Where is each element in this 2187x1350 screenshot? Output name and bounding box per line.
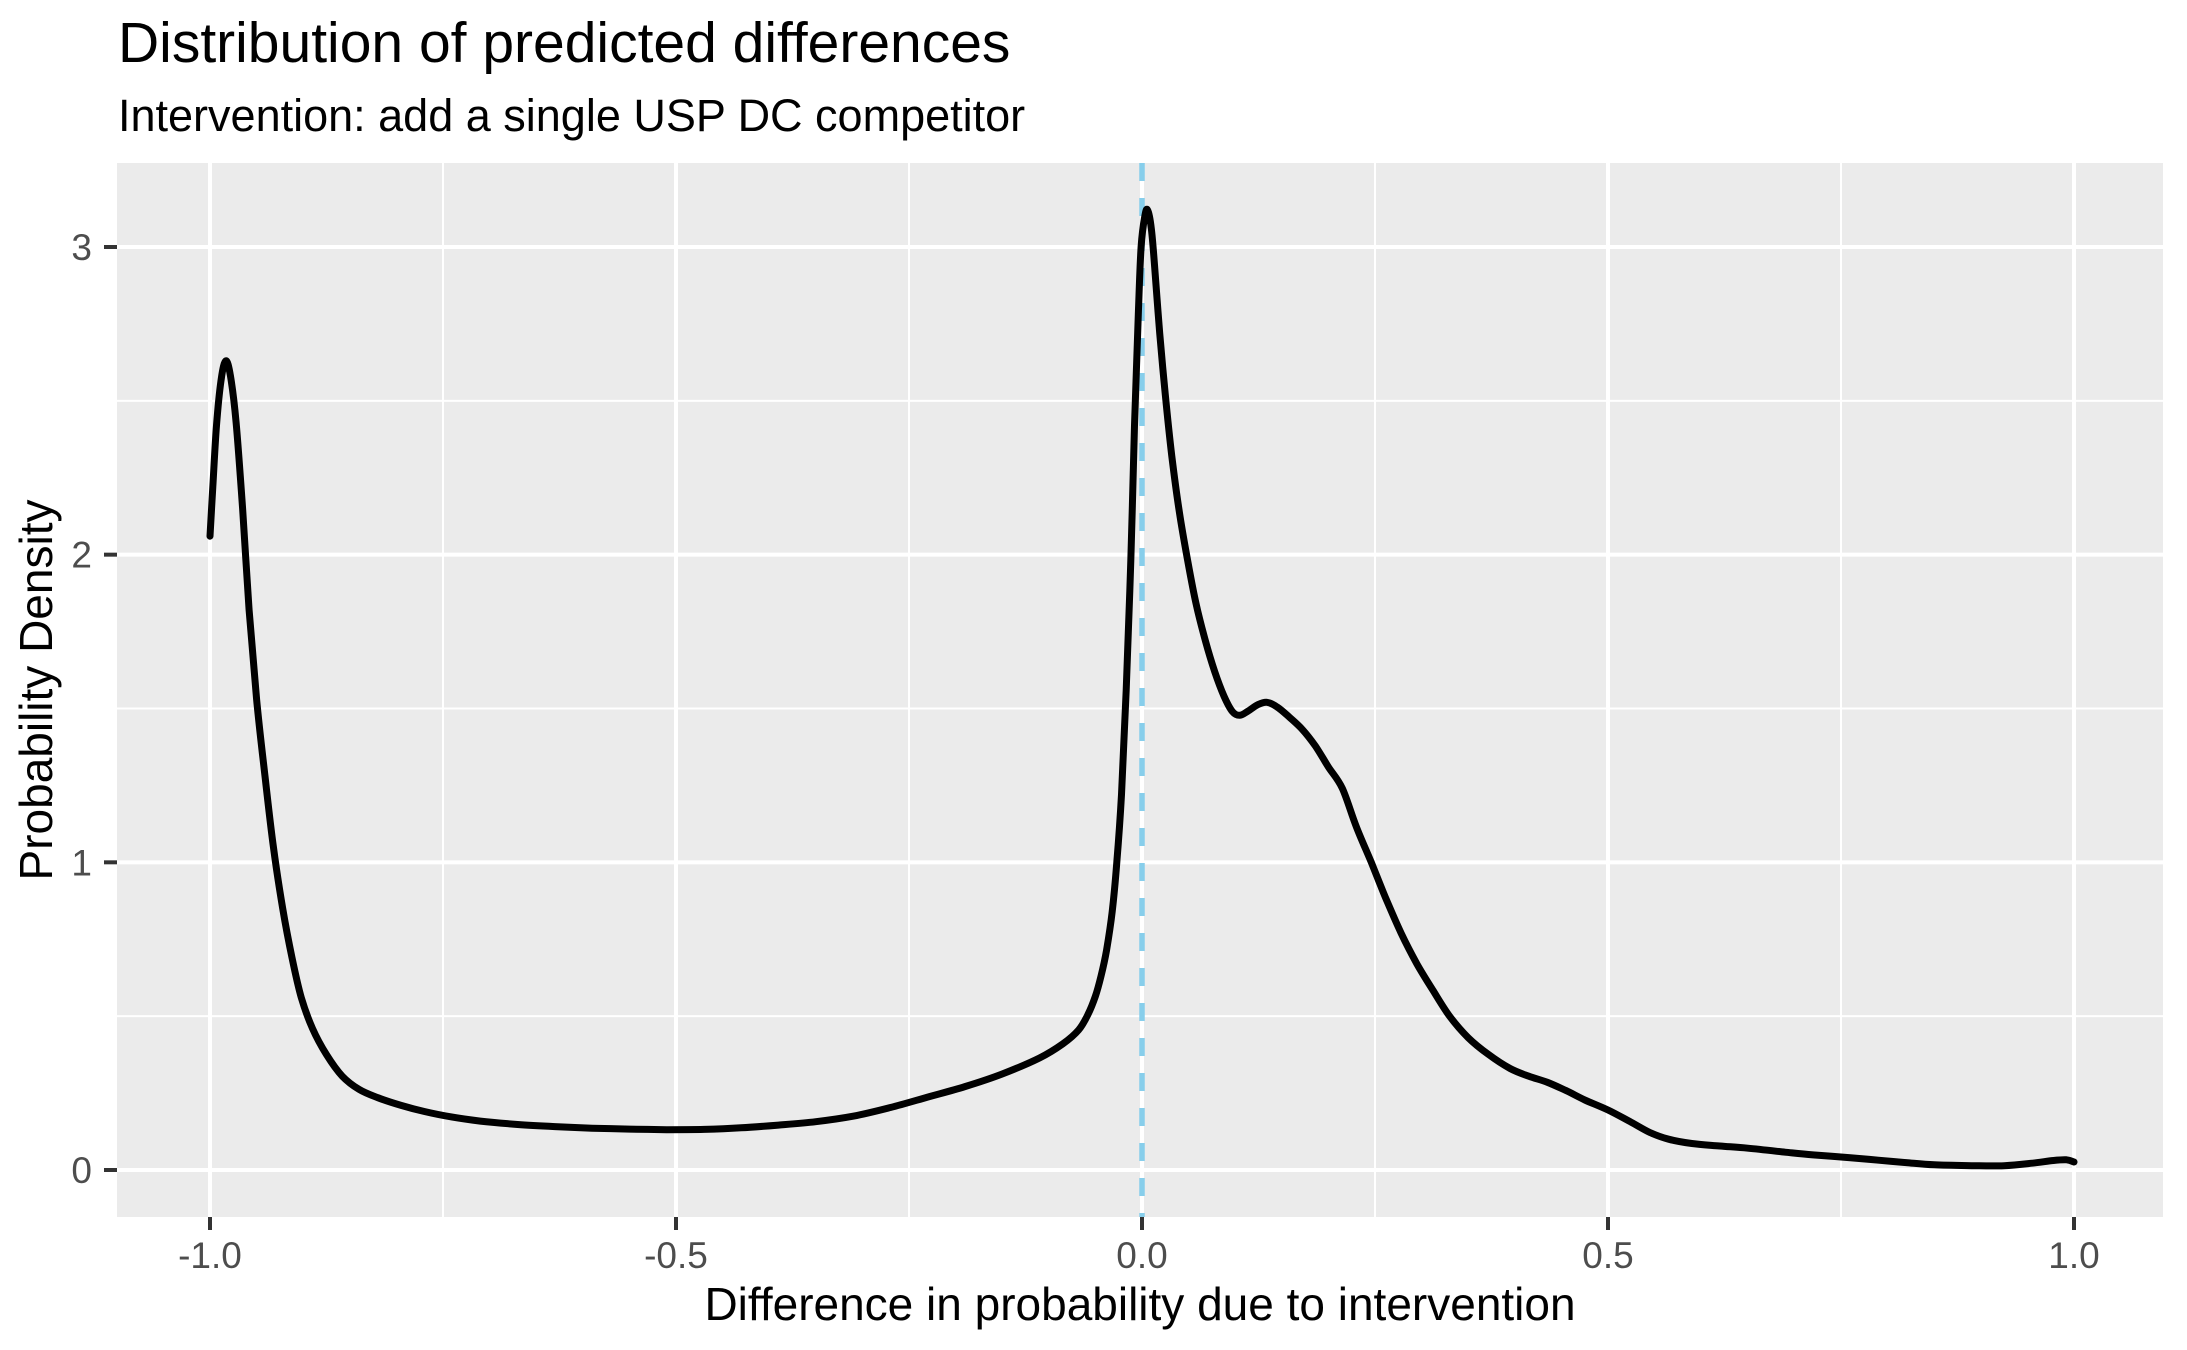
plot-title: Distribution of predicted differences xyxy=(118,11,1010,75)
y-tick-label: 3 xyxy=(71,227,92,268)
y-axis-title: Probability Density xyxy=(10,500,62,881)
x-tick-label: 0.0 xyxy=(1116,1235,1167,1276)
x-tick-label: -1.0 xyxy=(178,1235,242,1276)
x-axis-title: Difference in probability due to interve… xyxy=(704,1278,1575,1330)
plot-subtitle: Intervention: add a single USP DC compet… xyxy=(118,90,1025,141)
y-tick-label: 0 xyxy=(71,1150,92,1191)
density-curve xyxy=(206,205,2078,1170)
x-tick-label: 0.5 xyxy=(1582,1235,1633,1276)
y-tick-label: 2 xyxy=(71,535,92,576)
y-tick-label: 1 xyxy=(71,842,92,883)
x-tick-label: -0.5 xyxy=(644,1235,708,1276)
x-tick-label: 1.0 xyxy=(2048,1235,2099,1276)
